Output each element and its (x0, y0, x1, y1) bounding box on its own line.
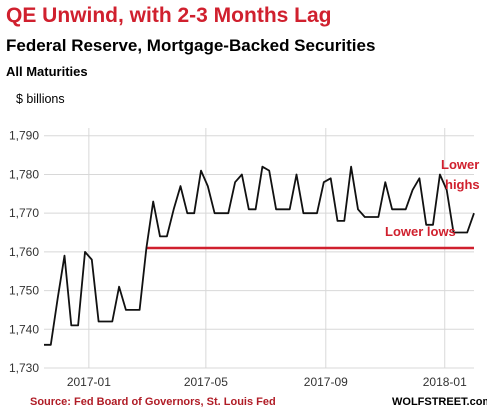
series-line (44, 165, 475, 346)
y-tick-label: 1,780 (9, 167, 39, 181)
x-tick-label: 2018-01 (423, 375, 467, 389)
y-tick-label: 1,730 (9, 361, 39, 375)
y-tick-label: 1,770 (9, 206, 39, 220)
chart-subsubtitle: All Maturities (6, 64, 88, 79)
y-tick-label: 1,750 (9, 284, 39, 298)
annotation-lower-highs-line2: highs (445, 177, 480, 192)
y-axis-unit-label: $ billions (16, 92, 65, 106)
y-tick-label: 1,790 (9, 129, 39, 143)
credit-note: WOLFSTREET.com (392, 396, 487, 408)
x-tick-label: 2017-01 (67, 375, 111, 389)
annotation-lower-lows: Lower lows (385, 224, 456, 239)
source-note: Source: Fed Board of Governors, St. Loui… (30, 396, 276, 408)
y-tick-label: 1,740 (9, 322, 39, 336)
chart-subtitle: Federal Reserve, Mortgage-Backed Securit… (6, 36, 376, 55)
x-tick-label: 2017-05 (184, 375, 228, 389)
annotation-lower-highs-line1: Lower (441, 157, 479, 172)
chart-title: QE Unwind, with 2-3 Months Lag (6, 4, 332, 27)
x-tick-label: 2017-09 (304, 375, 348, 389)
y-tick-label: 1,760 (9, 245, 39, 259)
